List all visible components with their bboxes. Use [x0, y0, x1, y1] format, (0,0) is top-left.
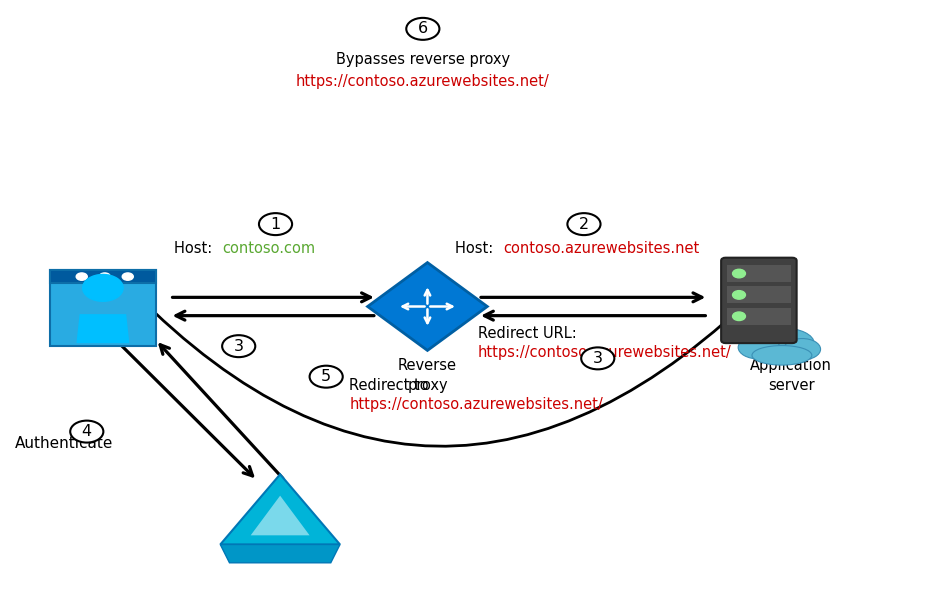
- Text: 2: 2: [579, 216, 589, 232]
- Circle shape: [732, 291, 745, 299]
- FancyBboxPatch shape: [721, 257, 796, 343]
- Text: 4: 4: [81, 424, 92, 439]
- Text: Application
server: Application server: [750, 359, 832, 393]
- Text: Bypasses reverse proxy: Bypasses reverse proxy: [336, 52, 510, 67]
- FancyBboxPatch shape: [727, 265, 791, 282]
- Text: Redirect to: Redirect to: [349, 378, 429, 394]
- Circle shape: [76, 273, 87, 280]
- Polygon shape: [220, 544, 340, 563]
- FancyBboxPatch shape: [727, 308, 791, 325]
- Text: 6: 6: [418, 21, 428, 36]
- Ellipse shape: [750, 328, 814, 359]
- Text: Host:: Host:: [174, 241, 217, 256]
- Text: https://contoso.azurewebsites.net/: https://contoso.azurewebsites.net/: [296, 74, 550, 89]
- Ellipse shape: [752, 346, 812, 365]
- FancyBboxPatch shape: [727, 286, 791, 303]
- Text: Reverse
proxy: Reverse proxy: [398, 359, 457, 393]
- Text: contoso.com: contoso.com: [222, 241, 315, 256]
- Text: Host:: Host:: [455, 241, 498, 256]
- Polygon shape: [220, 474, 340, 544]
- Circle shape: [309, 366, 343, 387]
- Text: https://contoso.azurewebsites.net/: https://contoso.azurewebsites.net/: [478, 345, 732, 360]
- Text: Redirect URL:: Redirect URL:: [478, 327, 577, 341]
- Circle shape: [222, 335, 256, 357]
- Circle shape: [70, 421, 104, 443]
- Text: 5: 5: [321, 369, 332, 384]
- Text: https://contoso.azurewebsites.net/: https://contoso.azurewebsites.net/: [349, 397, 603, 412]
- Ellipse shape: [738, 336, 780, 359]
- Circle shape: [122, 273, 133, 280]
- FancyBboxPatch shape: [50, 270, 156, 346]
- Circle shape: [259, 213, 292, 235]
- Circle shape: [732, 312, 745, 321]
- Polygon shape: [77, 314, 130, 343]
- Text: 3: 3: [233, 338, 244, 354]
- Ellipse shape: [783, 338, 820, 360]
- Text: Authenticate: Authenticate: [15, 436, 113, 451]
- Text: 3: 3: [593, 351, 603, 366]
- Polygon shape: [368, 262, 487, 351]
- Text: contoso.azurewebsites.net: contoso.azurewebsites.net: [503, 241, 699, 256]
- Circle shape: [407, 18, 440, 40]
- Circle shape: [568, 213, 601, 235]
- Polygon shape: [251, 496, 309, 535]
- Circle shape: [732, 269, 745, 278]
- FancyArrowPatch shape: [114, 271, 766, 446]
- Text: 1: 1: [270, 216, 281, 232]
- Circle shape: [99, 273, 110, 280]
- Circle shape: [82, 275, 123, 302]
- Circle shape: [582, 348, 614, 370]
- FancyBboxPatch shape: [50, 270, 156, 283]
